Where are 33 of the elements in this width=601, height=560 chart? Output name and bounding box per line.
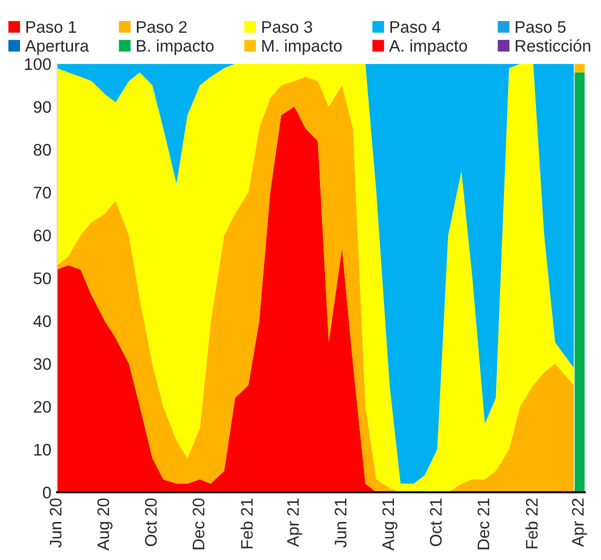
x-tick-label: Oct 21 <box>430 498 442 546</box>
y-tick-label: 50 <box>34 272 51 284</box>
x-tick-label: Apr 22 <box>572 498 588 547</box>
legend-label: Paso 5 <box>516 21 566 33</box>
x-tick-label: Oct 20 <box>145 498 157 546</box>
y-tick-label: 80 <box>34 144 51 156</box>
x-tick-label: Jun 20 <box>50 498 62 548</box>
y-tick-label: 90 <box>34 101 51 113</box>
y-tick-label: 10 <box>34 444 51 456</box>
x-tick-label: Feb 21 <box>240 498 253 548</box>
x-tick-label: Dec 21 <box>478 498 490 550</box>
legend-label: B. impacto <box>136 39 214 56</box>
y-tick-label: 40 <box>33 315 51 328</box>
legend-label: A. impacto <box>389 39 468 56</box>
legend-label: Paso 1 <box>26 21 76 33</box>
x-tick-label: Aug 21 <box>382 498 398 551</box>
y-tick-label: 60 <box>34 230 51 242</box>
legend-label: Resticción <box>516 39 590 52</box>
legend-label: Paso 4 <box>390 21 440 33</box>
y-tick-label: 20 <box>34 400 51 413</box>
x-tick-label: Jun 21 <box>334 498 346 548</box>
legend-label: Paso 2 <box>136 21 187 33</box>
x-tick-label: Feb 22 <box>525 498 538 548</box>
x-tick-label: Aug 20 <box>97 498 112 551</box>
x-tick-label: Dec 20 <box>192 498 204 550</box>
y-tick-label: 70 <box>34 186 51 199</box>
legend-label: M. impacto <box>262 39 342 56</box>
y-tick-label: 30 <box>34 358 51 370</box>
y-tick-label: 0 <box>42 486 51 498</box>
y-tick-label: 100 <box>25 58 51 70</box>
legend-label: Paso 3 <box>262 21 312 33</box>
x-tick-label: Apr 21 <box>287 498 302 547</box>
legend-label: Apertura <box>25 40 89 56</box>
